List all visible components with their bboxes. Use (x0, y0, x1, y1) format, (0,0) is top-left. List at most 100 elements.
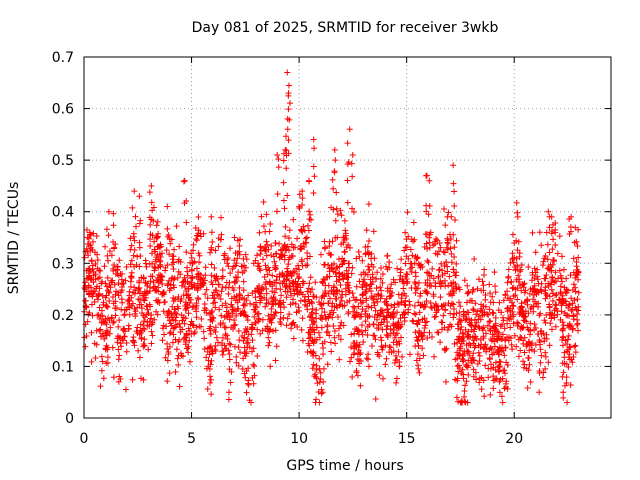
data-point (241, 302, 248, 309)
data-point (299, 337, 306, 344)
data-point (140, 343, 147, 350)
data-point (424, 335, 431, 342)
data-point (526, 341, 533, 348)
data-point (106, 248, 113, 255)
data-point (281, 242, 288, 249)
data-point (490, 310, 497, 317)
data-point (270, 294, 277, 301)
data-point (302, 298, 309, 305)
data-point (94, 251, 101, 258)
data-point (228, 368, 235, 375)
data-point (249, 290, 256, 297)
data-point (183, 197, 190, 204)
data-point (531, 348, 538, 355)
data-point (574, 316, 581, 323)
data-point (269, 272, 276, 279)
data-point (452, 376, 459, 383)
data-point (213, 334, 220, 341)
data-point (208, 272, 215, 279)
data-point (189, 260, 196, 267)
data-point (365, 263, 372, 270)
data-point (97, 326, 104, 333)
data-point (89, 238, 96, 245)
data-point (460, 356, 467, 363)
data-point (391, 334, 398, 341)
data-point (150, 285, 157, 292)
data-point (527, 379, 534, 386)
data-point (266, 228, 273, 235)
data-point (307, 289, 314, 296)
data-point (423, 208, 430, 215)
data-point (189, 283, 196, 290)
data-point (138, 310, 145, 317)
data-point (305, 285, 312, 292)
data-point (193, 314, 200, 321)
data-point (195, 270, 202, 277)
data-point (94, 257, 101, 264)
data-point (383, 355, 390, 362)
data-point (356, 351, 363, 358)
data-point (200, 280, 207, 287)
data-point (320, 276, 327, 283)
data-point (203, 354, 210, 361)
data-point (164, 225, 171, 232)
y-tick-label: 0.1 (52, 359, 74, 375)
data-point (115, 335, 122, 342)
data-point (304, 262, 311, 268)
data-point (115, 346, 122, 353)
data-point (165, 277, 172, 284)
data-point (160, 322, 167, 329)
data-point (402, 309, 409, 316)
data-point (284, 243, 291, 250)
data-point (306, 280, 313, 287)
data-point (272, 357, 279, 364)
data-point (310, 136, 317, 143)
data-point (465, 348, 472, 355)
data-point (241, 344, 248, 351)
data-point (104, 329, 111, 336)
data-point (515, 278, 522, 285)
data-point (470, 357, 477, 364)
data-point (370, 296, 377, 303)
data-point (520, 358, 527, 365)
data-point (472, 333, 479, 340)
data-point (289, 320, 296, 327)
data-point (384, 266, 391, 273)
data-point (155, 284, 162, 291)
data-point (396, 276, 403, 283)
data-point (486, 281, 493, 288)
data-point (276, 240, 283, 247)
data-point (395, 301, 402, 308)
data-point (546, 293, 553, 300)
data-point (163, 323, 170, 330)
data-point (91, 298, 98, 305)
data-point (277, 304, 284, 311)
data-point (466, 319, 473, 326)
data-point (287, 292, 294, 299)
data-point (125, 296, 132, 303)
data-point (368, 304, 375, 311)
data-point (155, 230, 162, 237)
data-point (98, 307, 105, 314)
data-point (225, 263, 232, 270)
data-point (147, 243, 154, 250)
data-point (547, 320, 554, 327)
data-point (154, 234, 161, 241)
data-point (309, 305, 316, 312)
data-point (280, 157, 287, 164)
data-point (539, 262, 546, 269)
data-point (185, 285, 192, 292)
data-point (368, 281, 375, 288)
data-point (450, 305, 457, 312)
data-point (165, 231, 172, 238)
data-point (285, 261, 292, 268)
data-point (417, 302, 424, 309)
data-point (318, 251, 325, 258)
data-point (413, 255, 420, 262)
data-point (147, 231, 154, 238)
data-point (142, 260, 149, 267)
data-point (174, 303, 181, 310)
data-point (574, 296, 581, 303)
data-point (344, 299, 351, 306)
data-point (337, 294, 344, 301)
